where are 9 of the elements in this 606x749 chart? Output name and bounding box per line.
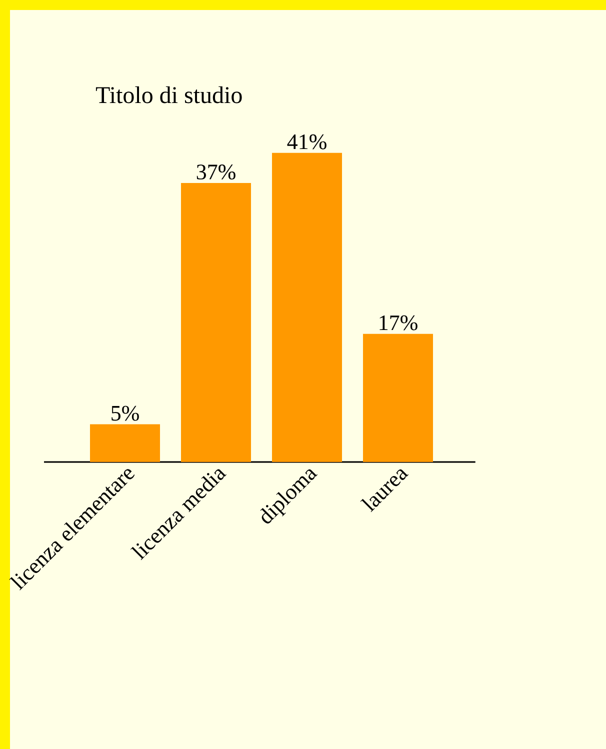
data-label: 5% (112, 406, 139, 421)
bar (90, 424, 160, 462)
chart-title: Titolo di studio (96, 86, 242, 104)
bar (181, 183, 251, 462)
data-label: 17% (380, 315, 418, 330)
bar (272, 152, 342, 462)
bar (363, 334, 433, 462)
data-label: 41% (287, 134, 326, 150)
data-label: 37% (196, 164, 236, 180)
